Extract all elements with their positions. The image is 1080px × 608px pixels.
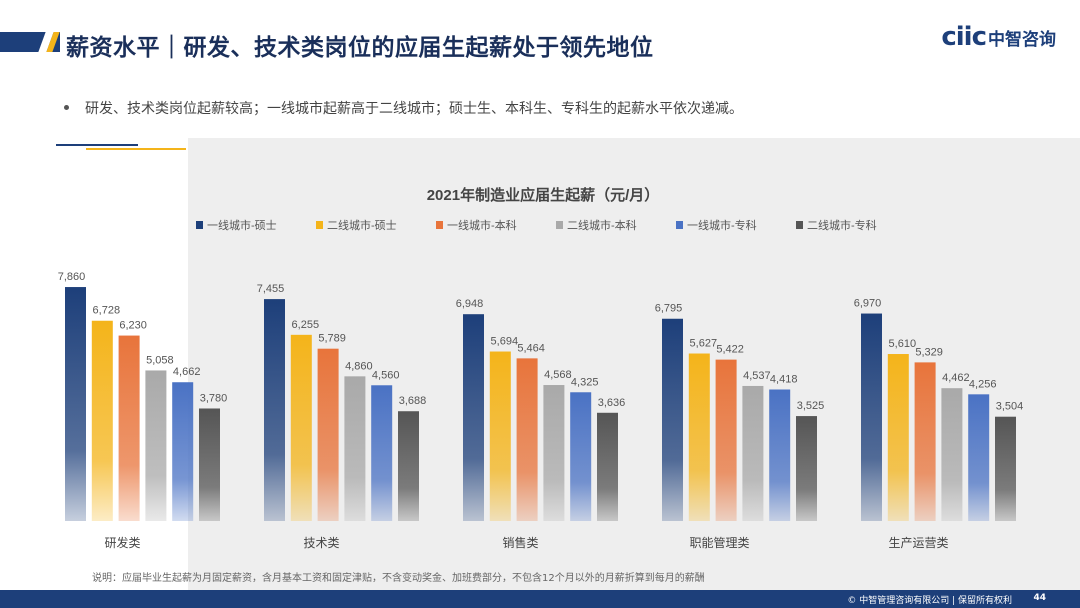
divider-line [56,144,138,146]
bar-3-4 [543,385,565,521]
bar-2-5 [371,385,393,521]
page-number: 44 [1033,593,1046,603]
data-label-3-6: 3,636 [598,397,626,409]
divider-line-yellow [86,148,186,150]
bar-1-3 [118,335,140,521]
logo-text: 中智咨询 [988,29,1056,50]
bar-4-1 [662,318,683,521]
category-label-1: 研发类 [104,535,140,550]
bar-1-1 [65,287,86,521]
bar-3-1 [463,314,484,521]
data-label-1-6: 3,780 [200,392,228,404]
data-label-3-4: 4,568 [544,369,572,381]
data-label-2-2: 6,255 [292,319,320,331]
bar-3-5 [570,392,592,521]
data-label-4-3: 5,422 [716,344,744,356]
data-label-4-5: 4,418 [770,373,798,385]
data-label-5-1: 6,970 [854,298,882,310]
bar-3-2 [489,351,511,521]
bar-3-3 [516,358,538,521]
legend-label-1: 一线城市-硕士 [207,218,277,232]
footer: © 中智管理咨询有限公司 | 保留所有权利 44 [0,590,1080,608]
bar-4-5 [769,389,791,521]
data-label-1-5: 4,662 [173,366,201,378]
data-label-3-3: 5,464 [517,342,545,354]
legend-label-4: 二线城市-本科 [567,218,637,232]
bar-4-3 [715,359,737,521]
category-label-3: 销售类 [502,535,538,550]
legend-label-3: 一线城市-本科 [447,218,517,232]
legend-swatch-4 [556,221,563,229]
bar-5-2 [887,354,909,521]
data-label-4-1: 6,795 [655,303,683,315]
bar-1-4 [145,370,167,521]
bar-4-4 [742,385,764,521]
chart-title: 2021年制造业应届生起薪（元/月） [427,186,660,204]
summary-bullet: 研发、技术类岗位起薪较高；一线城市起薪高于二线城市；硕士生、本科生、专科生的起薪… [64,98,743,118]
bar-2-1 [264,299,285,521]
category-label-4: 职能管理类 [689,535,749,550]
bar-5-3 [914,362,936,521]
bar-2-3 [317,348,339,521]
data-label-5-4: 4,462 [942,372,970,384]
company-logo: ciic 中智咨询 [941,22,1056,52]
legend-label-5: 一线城市-专科 [687,218,757,232]
header: 薪资水平｜研发、技术类岗位的应届生起薪处于领先地位 ciic 中智咨询 [0,0,1080,70]
data-label-3-1: 6,948 [456,298,484,310]
bar-1-6 [199,408,220,521]
data-label-3-5: 4,325 [571,376,599,388]
category-label-5: 生产运营类 [888,536,948,550]
bar-5-1 [861,313,882,521]
bar-2-6 [398,411,419,521]
legend-label-2: 二线城市-硕士 [327,218,397,232]
data-label-2-4: 4,860 [345,360,373,372]
bar-1-5 [172,382,194,521]
bar-5-6 [995,416,1016,521]
footer-copyright: © 中智管理咨询有限公司 | 保留所有权利 [847,596,1012,606]
data-label-5-3: 5,329 [915,346,943,358]
bar-2-4 [344,376,366,521]
legend-swatch-3 [436,221,443,229]
data-label-5-5: 4,256 [969,378,997,390]
data-label-2-1: 7,455 [257,283,285,295]
data-label-2-5: 4,560 [372,369,400,381]
logo-mark: ciic [941,22,987,52]
data-label-1-2: 6,728 [93,305,121,317]
bar-4-6 [796,416,817,521]
data-label-5-2: 5,610 [889,338,917,350]
legend-swatch-6 [796,221,803,229]
legend-swatch-5 [676,221,683,229]
data-label-1-3: 6,230 [119,320,147,332]
bar-5-4 [941,388,963,521]
summary-text: 研发、技术类岗位起薪较高；一线城市起薪高于二线城市；硕士生、本科生、专科生的起薪… [85,101,743,117]
data-label-3-2: 5,694 [491,336,519,348]
legend-swatch-1 [196,221,203,229]
data-label-5-6: 3,504 [996,401,1024,413]
bar-5-5 [968,394,990,521]
data-label-4-2: 5,627 [690,338,718,350]
category-label-2: 技术类 [303,536,339,550]
data-label-4-4: 4,537 [743,370,771,382]
bar-2-2 [290,334,312,521]
data-label-4-6: 3,525 [797,400,825,412]
bar-4-2 [688,353,710,521]
data-label-2-3: 5,789 [318,333,346,345]
legend-label-6: 二线城市-专科 [807,218,877,232]
bar-3-6 [597,412,618,521]
footnote: 说明：应届毕业生起薪为月固定薪资，含月基本工资和固定津贴，不含变动奖金、加班费部… [92,573,705,584]
bar-1-2 [91,320,113,521]
data-label-1-1: 7,860 [58,271,86,283]
bullet-icon [64,104,69,110]
data-label-1-4: 5,058 [146,354,174,366]
page-title: 薪资水平｜研发、技术类岗位的应届生起薪处于领先地位 [66,35,654,61]
data-label-2-6: 3,688 [399,395,427,407]
legend-swatch-2 [316,221,323,229]
